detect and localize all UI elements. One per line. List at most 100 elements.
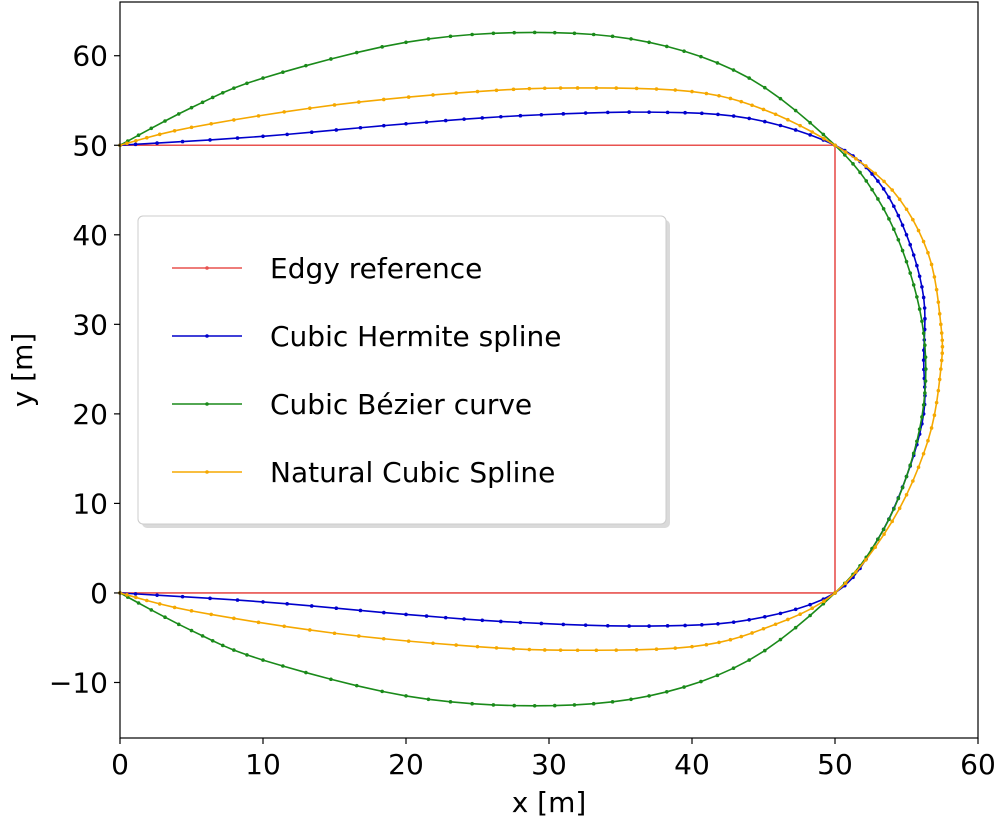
data-point-natural-cubic-spline (704, 642, 709, 647)
data-point-cubic-hermite-spline (462, 617, 466, 621)
data-point-natural-cubic-spline (937, 312, 942, 316)
data-point-cubic-hermite-spline (665, 110, 670, 115)
data-point-cubic-b-zier-curve (876, 197, 880, 201)
x-tick-label: 0 (111, 748, 129, 781)
data-point-cubic-b-zier-curve (924, 367, 928, 371)
data-point-cubic-b-zier-curve (176, 112, 181, 116)
data-point-natural-cubic-spline (381, 97, 386, 102)
data-point-cubic-b-zier-curve (664, 690, 669, 694)
series-layer (118, 30, 945, 708)
data-point-cubic-hermite-spline (424, 120, 429, 124)
data-point-cubic-hermite-spline (235, 598, 240, 602)
legend-marker (205, 334, 209, 338)
data-point-cubic-hermite-spline (892, 204, 896, 209)
data-point-cubic-hermite-spline (747, 116, 751, 121)
data-point-cubic-hermite-spline (778, 611, 783, 616)
data-point-cubic-b-zier-curve (900, 485, 905, 490)
data-point-natural-cubic-spline (232, 118, 236, 122)
data-point-cubic-hermite-spline (480, 618, 485, 623)
y-tick-label: 30 (72, 308, 108, 341)
data-point-cubic-hermite-spline (647, 110, 651, 114)
data-point-natural-cubic-spline (454, 643, 458, 647)
data-point-natural-cubic-spline (431, 641, 435, 646)
data-point-natural-cubic-spline (308, 106, 312, 111)
data-point-natural-cubic-spline (761, 107, 766, 112)
data-point-natural-cubic-spline (511, 87, 516, 92)
data-point-natural-cubic-spline (475, 644, 480, 649)
x-axis-label: x [m] (512, 786, 587, 818)
data-point-cubic-hermite-spline (462, 117, 466, 121)
data-point-cubic-hermite-spline (334, 128, 339, 132)
data-point-natural-cubic-spline (833, 591, 837, 595)
data-point-cubic-hermite-spline (155, 593, 159, 597)
data-point-cubic-hermite-spline (627, 110, 631, 114)
data-point-natural-cubic-spline (890, 519, 894, 524)
data-point-cubic-b-zier-curve (189, 105, 194, 110)
data-point-natural-cubic-spline (125, 141, 129, 146)
data-point-natural-cubic-spline (750, 103, 754, 108)
data-point-cubic-b-zier-curve (448, 34, 453, 39)
data-point-natural-cubic-spline (939, 358, 944, 363)
data-point-natural-cubic-spline (761, 626, 766, 631)
data-point-cubic-hermite-spline (716, 112, 720, 117)
data-point-cubic-hermite-spline (778, 123, 783, 128)
data-point-cubic-b-zier-curve (896, 496, 901, 501)
legend-marker (205, 470, 209, 474)
data-point-cubic-hermite-spline (382, 123, 386, 128)
series-cubic-b-zier-curve (118, 30, 928, 708)
data-point-natural-cubic-spline (189, 125, 194, 130)
data-point-natural-cubic-spline (854, 157, 858, 161)
data-point-natural-cubic-spline (614, 86, 619, 90)
data-point-cubic-b-zier-curve (881, 527, 886, 532)
data-point-natural-cubic-spline (822, 599, 826, 603)
data-point-cubic-hermite-spline (424, 614, 429, 618)
data-point-cubic-b-zier-curve (189, 628, 194, 633)
data-point-cubic-hermite-spline (647, 624, 651, 628)
legend: Edgy reference Cubic Hermite spline Cubic … (137, 215, 670, 528)
data-point-cubic-hermite-spline (583, 111, 588, 115)
data-point-natural-cubic-spline (717, 640, 721, 645)
data-point-natural-cubic-spline (357, 100, 361, 104)
x-tick-label: 10 (245, 748, 281, 781)
data-point-cubic-b-zier-curve (629, 37, 633, 41)
data-point-cubic-b-zier-curve (731, 68, 736, 72)
data-point-cubic-b-zier-curve (448, 700, 453, 704)
data-point-cubic-hermite-spline (208, 596, 212, 601)
data-point-cubic-hermite-spline (133, 142, 138, 147)
data-point-natural-cubic-spline (833, 143, 837, 148)
data-point-cubic-b-zier-curve (200, 100, 205, 105)
data-point-cubic-hermite-spline (915, 263, 919, 268)
data-point-natural-cubic-spline (157, 132, 162, 137)
data-point-cubic-b-zier-curve (747, 76, 751, 80)
data-point-cubic-b-zier-curve (281, 70, 285, 74)
data-point-cubic-hermite-spline (747, 618, 751, 622)
data-point-natural-cubic-spline (911, 217, 915, 222)
data-point-cubic-hermite-spline (285, 132, 289, 137)
data-point-natural-cubic-spline (939, 331, 944, 335)
y-tick-label: 50 (72, 129, 108, 162)
data-point-cubic-hermite-spline (499, 114, 503, 119)
data-point-natural-cubic-spline (904, 492, 909, 497)
data-point-natural-cubic-spline (134, 595, 138, 600)
data-point-cubic-b-zier-curve (763, 85, 767, 90)
data-point-natural-cubic-spline (282, 110, 286, 114)
data-point-cubic-b-zier-curve (491, 703, 496, 707)
data-point-natural-cubic-spline (939, 367, 943, 371)
data-point-cubic-b-zier-curve (404, 694, 408, 698)
data-point-cubic-hermite-spline (904, 233, 909, 237)
data-point-cubic-hermite-spline (920, 285, 924, 289)
data-point-natural-cubic-spline (134, 138, 138, 143)
data-point-cubic-b-zier-curve (908, 271, 913, 275)
data-point-cubic-b-zier-curve (647, 694, 651, 698)
data-point-cubic-hermite-spline (309, 604, 314, 608)
data-point-cubic-hermite-spline (683, 110, 687, 115)
data-point-cubic-b-zier-curve (900, 248, 905, 253)
data-point-cubic-hermite-spline (208, 138, 212, 142)
data-point-cubic-b-zier-curve (887, 517, 891, 522)
data-point-cubic-b-zier-curve (793, 625, 798, 630)
data-point-cubic-hermite-spline (700, 623, 704, 627)
data-point-cubic-b-zier-curve (911, 283, 916, 287)
data-point-cubic-b-zier-curve (426, 697, 431, 702)
data-point-natural-cubic-spline (594, 86, 599, 90)
data-point-cubic-b-zier-curve (426, 37, 431, 41)
